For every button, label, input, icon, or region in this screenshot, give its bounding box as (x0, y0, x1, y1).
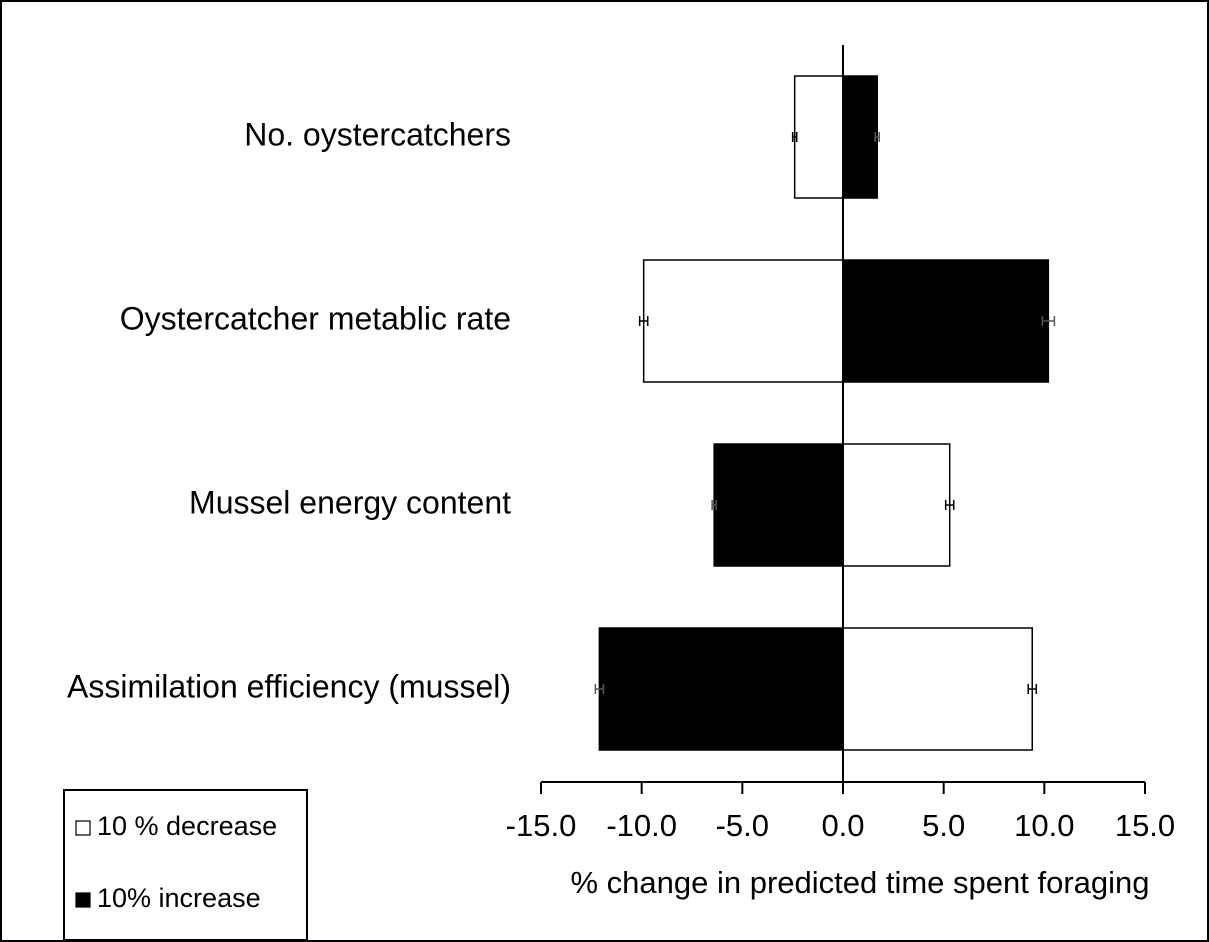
category-label: Assimilation efficiency (mussel) (67, 668, 511, 704)
x-tick-label: -10.0 (606, 808, 677, 843)
category-label: No. oystercatchers (244, 116, 511, 152)
x-tick-label: 10.0 (1014, 808, 1074, 843)
error-bar (1027, 684, 1038, 694)
x-tick-label: 15.0 (1115, 808, 1175, 843)
category-label: Mussel energy content (189, 484, 511, 520)
x-tick-label: 5.0 (922, 808, 965, 843)
bar (713, 443, 844, 567)
legend-swatch (75, 892, 91, 908)
legend-swatch (75, 820, 91, 836)
error-bar (874, 132, 880, 142)
bar (793, 75, 844, 199)
category-label: Oystercatcher metablic rate (120, 300, 511, 336)
x-tick-label: -15.0 (506, 808, 577, 843)
error-bar (791, 132, 798, 142)
x-tick-label: -5.0 (716, 808, 769, 843)
legend-label: 10 % decrease (97, 811, 277, 841)
error-bar (638, 316, 649, 326)
bar (842, 443, 951, 567)
bar (842, 75, 878, 199)
error-bar (1041, 316, 1056, 326)
x-tick-label: 0.0 (821, 808, 864, 843)
error-bar (594, 684, 605, 694)
error-bar (944, 500, 955, 510)
bar (842, 259, 1050, 383)
x-axis-title: % change in predicted time spent foragin… (570, 865, 1149, 900)
legend-label: 10% increase (97, 883, 261, 913)
bar (598, 627, 844, 751)
bar (842, 627, 1034, 751)
error-bar (711, 500, 717, 510)
bar (642, 259, 844, 383)
legend-box (63, 789, 308, 941)
